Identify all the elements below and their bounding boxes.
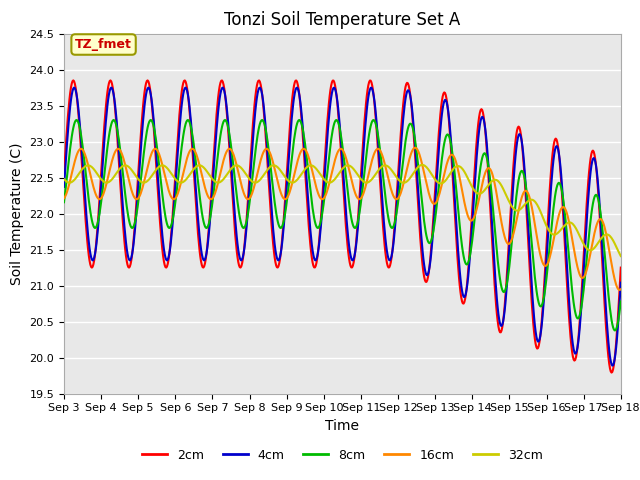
4cm	[411, 138, 419, 144]
8cm	[411, 135, 419, 141]
Line: 4cm: 4cm	[64, 88, 621, 366]
Line: 16cm: 16cm	[64, 148, 621, 290]
Line: 8cm: 8cm	[64, 120, 621, 330]
8cm	[214, 150, 222, 156]
Legend: 2cm, 4cm, 8cm, 16cm, 32cm: 2cm, 4cm, 8cm, 16cm, 32cm	[137, 444, 548, 467]
16cm	[184, 153, 192, 158]
8cm	[127, 225, 135, 230]
2cm	[60, 171, 68, 177]
16cm	[617, 287, 625, 292]
Text: TZ_fmet: TZ_fmet	[75, 38, 132, 51]
4cm	[214, 109, 222, 115]
X-axis label: Time: Time	[325, 419, 360, 433]
32cm	[127, 167, 135, 173]
2cm	[128, 252, 136, 257]
2cm	[617, 265, 625, 271]
32cm	[617, 253, 625, 259]
8cm	[184, 117, 192, 123]
16cm	[410, 145, 418, 151]
8cm	[611, 327, 618, 333]
32cm	[60, 176, 68, 182]
2cm	[428, 247, 435, 252]
4cm	[127, 255, 135, 261]
4cm	[185, 97, 193, 103]
2cm	[214, 95, 222, 101]
Title: Tonzi Soil Temperature Set A: Tonzi Soil Temperature Set A	[224, 11, 461, 29]
16cm	[428, 197, 435, 203]
4cm	[60, 184, 68, 190]
4cm	[617, 280, 625, 286]
32cm	[184, 174, 192, 180]
2cm	[411, 148, 419, 154]
16cm	[70, 161, 78, 167]
32cm	[214, 180, 221, 185]
8cm	[617, 299, 625, 304]
2cm	[185, 98, 193, 104]
2cm	[71, 81, 79, 86]
8cm	[70, 122, 78, 128]
8cm	[185, 118, 193, 123]
4cm	[145, 85, 152, 91]
32cm	[70, 177, 78, 183]
32cm	[419, 162, 426, 168]
8cm	[428, 238, 435, 244]
4cm	[428, 252, 435, 258]
32cm	[410, 169, 418, 175]
8cm	[60, 199, 68, 205]
16cm	[60, 195, 68, 201]
4cm	[70, 85, 78, 91]
16cm	[127, 187, 135, 192]
2cm	[607, 370, 615, 375]
2cm	[70, 78, 77, 84]
Line: 2cm: 2cm	[64, 81, 621, 372]
Y-axis label: Soil Temperature (C): Soil Temperature (C)	[10, 143, 24, 285]
Line: 32cm: 32cm	[64, 165, 621, 256]
4cm	[609, 363, 616, 369]
32cm	[428, 170, 435, 176]
16cm	[214, 183, 221, 189]
16cm	[411, 145, 419, 151]
16cm	[616, 287, 623, 293]
